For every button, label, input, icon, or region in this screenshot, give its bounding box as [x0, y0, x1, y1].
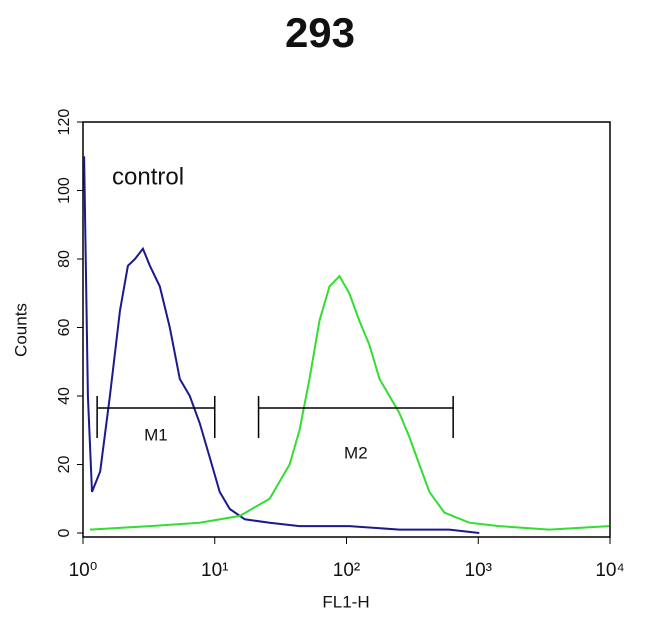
- y-tick-label: 100: [56, 177, 73, 204]
- x-tick-label: 10³: [465, 560, 492, 581]
- chart-title: 293: [285, 9, 355, 56]
- x-tick-label: 10¹: [201, 560, 228, 581]
- y-tick-label: 40: [56, 387, 73, 405]
- x-axis-label: FL1-H: [322, 592, 369, 611]
- y-axis-label: Counts: [11, 303, 30, 357]
- annotation: control: [112, 163, 184, 190]
- x-tick-label: 10²: [333, 560, 360, 581]
- series-line: [89, 274, 610, 531]
- x-tick-label: 10⁰: [69, 560, 98, 581]
- y-tick-label: 60: [56, 319, 73, 337]
- y-tick-label: 20: [56, 456, 73, 474]
- y-tick-label: 0: [56, 528, 73, 537]
- marker-label: M1: [144, 425, 168, 444]
- x-tick-label: 10⁴: [595, 560, 624, 581]
- y-tick-label: 120: [56, 109, 73, 136]
- marker-label: M2: [344, 443, 368, 462]
- y-tick-label: 80: [56, 250, 73, 268]
- series-line: [83, 156, 480, 534]
